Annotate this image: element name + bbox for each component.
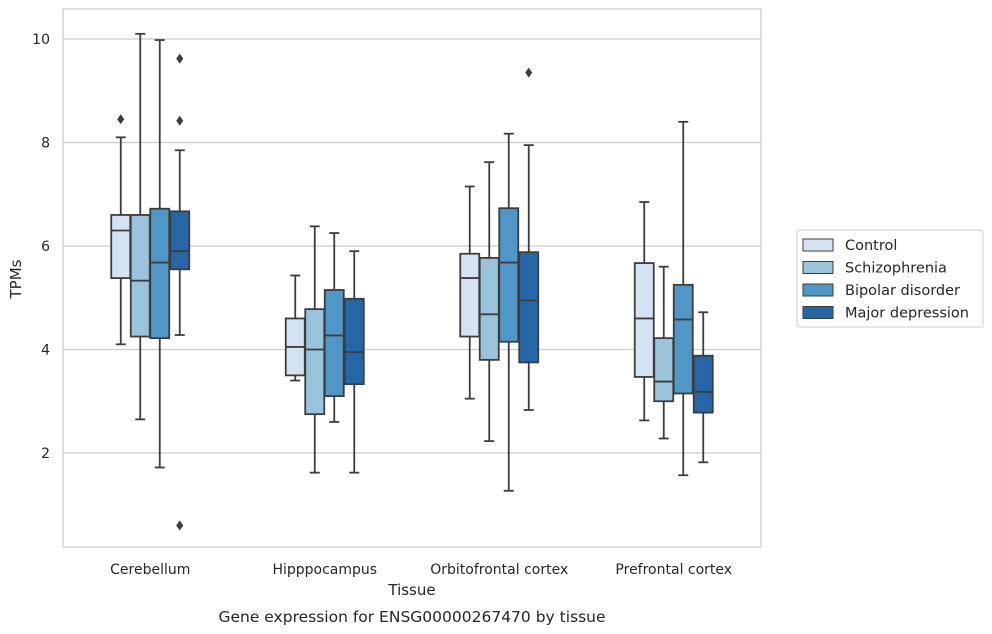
outlier-point-1 (176, 115, 184, 126)
iqr-box (459, 252, 481, 338)
legend-swatch-0 (802, 238, 834, 252)
outlier-point-0 (117, 114, 125, 125)
box-0-3 (633, 201, 655, 422)
legend-swatch-3 (802, 306, 834, 319)
legend-label-3: Major depression (845, 306, 969, 322)
y-axis-title: TPMs (7, 259, 25, 299)
box-3-3 (692, 311, 714, 464)
y-tick-labels: 2 4 6 8 10 (32, 32, 50, 462)
x-tick-label-2: Orbitofrontal cortex (430, 562, 568, 578)
box-1-2 (478, 161, 500, 442)
x-tick-label-1: Hipppocampus (272, 562, 377, 578)
box-0-2 (459, 185, 481, 400)
y-tick-label-4: 4 (41, 343, 50, 359)
plot-area-frame (62, 8, 762, 548)
iqr-box (343, 297, 365, 386)
box-1-3 (653, 265, 675, 440)
box-2-2 (498, 132, 520, 492)
iqr-box (110, 214, 132, 279)
x-tick-label-0: Cerebellum (110, 562, 190, 578)
box-0-0 (110, 114, 132, 346)
y-tick-label-10: 10 (32, 32, 50, 48)
box-2-1 (323, 232, 345, 423)
iqr-box (672, 283, 694, 395)
iqr-box (653, 337, 675, 403)
iqr-box (304, 308, 326, 416)
iqr-box (633, 262, 655, 378)
y-tick-label-8: 8 (41, 136, 50, 152)
outlier-point-0 (176, 53, 184, 64)
chart-caption: Gene expression for ENSG00000267470 by t… (218, 608, 605, 626)
iqr-box (129, 214, 151, 338)
iqr-box (323, 289, 345, 397)
box-2-0 (149, 39, 171, 469)
iqr-box (518, 251, 540, 364)
x-tick-labels: Cerebellum Hipppocampus Orbitofrontal cort… (110, 562, 732, 578)
y-tick-label-2: 2 (41, 446, 50, 462)
legend: Control Schizophrenia Bipolar disorder Majo… (796, 229, 984, 328)
legend-swatch-2 (802, 283, 834, 297)
iqr-box (149, 207, 171, 340)
box-3-0 (169, 53, 191, 531)
outlier-point-0 (525, 67, 533, 78)
box-3-1 (343, 250, 365, 474)
iqr-box (692, 354, 714, 414)
box-3-2 (518, 67, 540, 411)
legend-label-1: Schizophrenia (845, 261, 947, 277)
legend-label-2: Bipolar disorder (845, 283, 960, 299)
box-2-3 (672, 120, 694, 477)
box-1-1 (304, 225, 326, 474)
legend-swatch-1 (802, 261, 834, 274)
y-tick-label-6: 6 (41, 239, 50, 255)
box-1-0 (129, 32, 151, 421)
iqr-box (498, 207, 520, 343)
x-tick-label-3: Prefrontal cortex (615, 562, 732, 578)
box-0-1 (284, 274, 306, 382)
legend-label-0: Control (845, 238, 897, 254)
boxes (110, 32, 714, 531)
x-axis-title: Tissue (387, 581, 435, 599)
iqr-box (169, 210, 191, 271)
legend-frame (796, 229, 984, 328)
iqr-box (478, 257, 500, 361)
outlier-point-2 (176, 520, 184, 531)
